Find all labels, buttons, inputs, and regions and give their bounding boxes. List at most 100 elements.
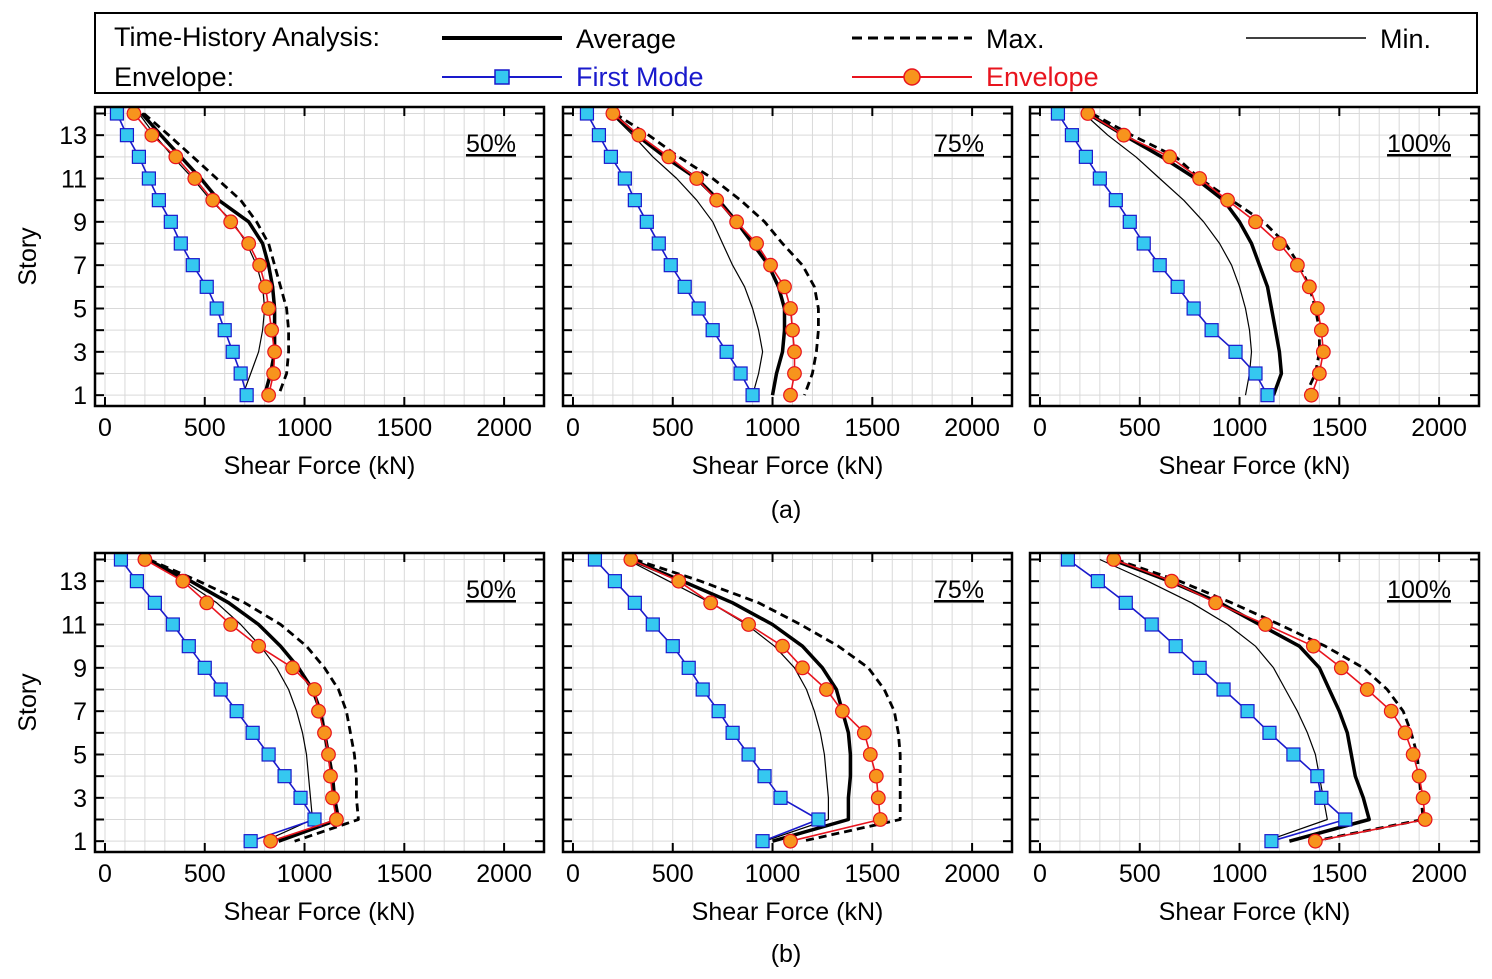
series-first-mode-point [639, 214, 654, 229]
series-envelope-point [205, 192, 221, 208]
series-first-mode-point [1204, 323, 1219, 338]
x-tick-label: 500 [1119, 414, 1161, 442]
x-axis-label: Shear Force (kN) [224, 898, 416, 926]
series-first-mode-point [239, 388, 254, 403]
legend-envelope-label: Envelope [986, 62, 1099, 92]
plot-frame [1028, 551, 1481, 854]
series-envelope-point [187, 171, 203, 186]
x-tick-label: 1500 [376, 860, 432, 888]
x-tick-label: 2000 [476, 414, 532, 442]
series-first-mode-point [293, 790, 308, 805]
series-first-mode-point [1122, 214, 1137, 229]
series-first-mode-point [711, 704, 726, 719]
series-envelope-point [671, 573, 687, 589]
y-tick-label: 11 [61, 166, 87, 194]
series-first-mode-point [1118, 595, 1133, 610]
series-max-line [148, 558, 360, 843]
series-first-mode-point [645, 617, 660, 632]
x-tick-label: 0 [98, 414, 112, 442]
series-first-mode-point [1186, 301, 1201, 316]
series-envelope-line [612, 112, 796, 396]
series-first-mode-point [1262, 725, 1277, 740]
series-envelope-point [1313, 322, 1329, 338]
x-tick-label: 2000 [1411, 860, 1467, 888]
series-envelope-point [1383, 703, 1399, 719]
series-first-mode-point [1144, 617, 1159, 632]
series-envelope-point [729, 214, 745, 230]
legend-group1-label: Time-History Analysis: [114, 22, 381, 52]
series-envelope-point [251, 638, 267, 654]
x-tick-label: 2000 [944, 414, 1000, 442]
series-envelope-point [1162, 149, 1178, 165]
x-axis-label: Shear Force (kN) [692, 898, 884, 926]
series-envelope-point [862, 747, 878, 762]
panel-tag: 50% [466, 576, 516, 604]
series-envelope-point [1303, 387, 1319, 403]
x-tick-label: 1000 [1212, 860, 1268, 888]
legend-first-mode-label: First Mode [576, 62, 704, 92]
series-envelope-point [1164, 573, 1180, 589]
x-axis-label: Shear Force (kN) [224, 452, 416, 480]
series-envelope-line [1087, 112, 1325, 396]
series-first-mode-point [695, 682, 710, 697]
series-envelope-point [834, 703, 850, 719]
series-envelope-point [661, 149, 677, 165]
series-first-mode-point [579, 106, 595, 121]
series-first-mode-point [173, 236, 188, 251]
x-tick-label: 500 [184, 860, 226, 888]
x-tick-label: 1500 [1311, 860, 1367, 888]
series-envelope-point [325, 790, 340, 806]
series-first-mode-point [307, 812, 322, 827]
series-envelope-point [329, 812, 344, 827]
series-first-mode-point [705, 323, 720, 338]
series-envelope-point [819, 682, 834, 697]
legend-symbols [442, 36, 1366, 86]
x-tick-label: 2000 [944, 860, 1000, 888]
panel-tag: 100% [1387, 130, 1451, 158]
series-envelope-point [1290, 257, 1305, 273]
series-envelope-point [703, 595, 719, 611]
series-envelope-point [317, 725, 332, 741]
x-tick-label: 1000 [1212, 414, 1268, 442]
series-envelope-point [1106, 552, 1122, 567]
legend-box: Time-History Analysis: Envelope: Average… [94, 12, 1478, 94]
series-envelope-point [783, 833, 798, 849]
series-first-mode-point [691, 301, 706, 316]
series-envelope-point [261, 387, 277, 403]
series-envelope-point [741, 617, 756, 632]
series-first-mode-point [141, 171, 156, 186]
series-min-line [610, 113, 764, 396]
series-first-mode-point [233, 366, 248, 381]
series-first-mode-point [1216, 682, 1231, 697]
series-first-mode-point [1310, 769, 1325, 784]
series-envelope-point [144, 127, 160, 143]
series-min-line [1083, 113, 1253, 396]
series-envelope-point [261, 301, 277, 316]
series-envelope-point [1192, 171, 1208, 186]
series-envelope-point [787, 366, 802, 381]
series-first-mode-point [1050, 106, 1066, 121]
series-first-mode-point [663, 258, 678, 273]
series-first-mode-point [755, 834, 770, 849]
y-tick-label: 1 [73, 382, 87, 410]
series-first-mode-point [1240, 704, 1255, 719]
series-envelope-point [126, 106, 142, 121]
series-first-mode-point [277, 769, 292, 784]
series-first-mode-point [681, 660, 696, 675]
series-first-mode-point [225, 344, 240, 359]
series-envelope-line [1113, 558, 1426, 842]
y-axis-label: Story [14, 673, 42, 732]
series-first-mode-point [603, 149, 618, 164]
series-first-mode-line [1067, 558, 1347, 842]
x-tick-label: 0 [566, 860, 580, 888]
series-first-mode-point [651, 236, 666, 251]
series-envelope-point [709, 192, 725, 208]
series-first-mode-point [1168, 639, 1183, 654]
series-envelope-point [689, 171, 705, 186]
series-first-mode-point [209, 301, 224, 316]
series-first-mode-point [1152, 258, 1167, 273]
series-first-mode-point [243, 834, 258, 849]
series-first-mode-point [245, 725, 260, 740]
series-first-mode-point [1064, 128, 1080, 143]
